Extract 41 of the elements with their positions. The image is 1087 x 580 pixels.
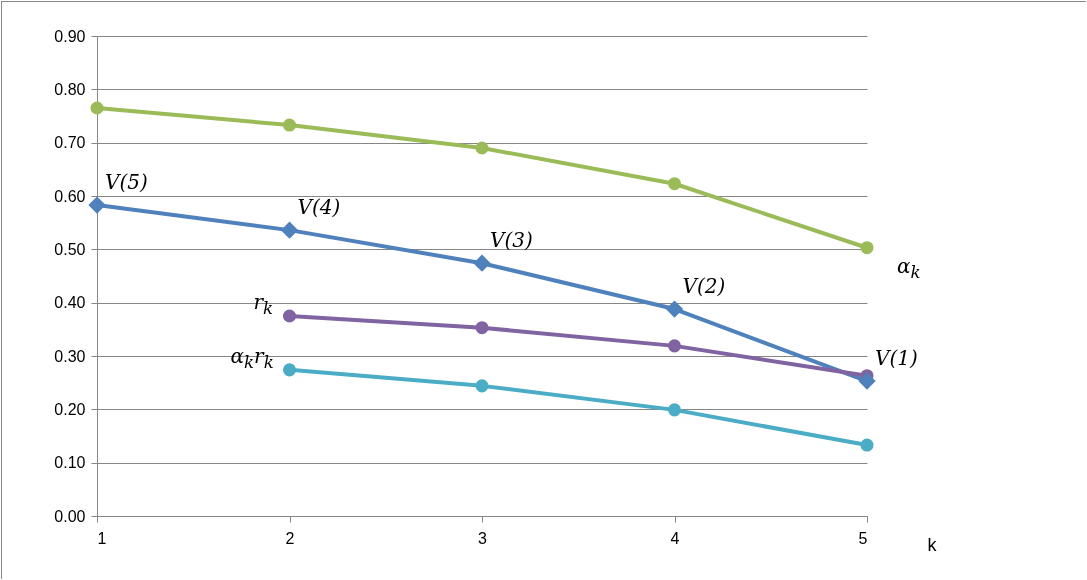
x-tick-label: 2 — [285, 529, 295, 547]
y-tick-label: 0.20 — [54, 400, 86, 418]
y-tick-label: 0.90 — [54, 27, 86, 45]
y-tick-label: 0.70 — [54, 134, 86, 152]
point — [282, 309, 297, 323]
series-label: r$_{k}$ — [253, 290, 274, 318]
point — [860, 241, 874, 255]
annotation: V(2) — [682, 274, 726, 299]
point — [667, 403, 682, 417]
series-label: α$_{k}$r$_{k}$ — [230, 343, 274, 372]
y-tick-label: 0.30 — [54, 347, 86, 365]
x-tick-label: 3 — [478, 529, 488, 547]
y-tick-label: 0.60 — [54, 187, 86, 205]
y-tick-label: 0.50 — [54, 240, 86, 258]
point — [475, 379, 489, 393]
y-tick-label: 0.00 — [54, 507, 86, 525]
point — [667, 177, 682, 191]
point — [667, 339, 682, 353]
annotation: V(5) — [105, 170, 148, 195]
y-tick-label: 0.80 — [54, 80, 86, 98]
y-tick-label: 0.40 — [54, 294, 86, 312]
x-tick-label: 4 — [670, 529, 680, 547]
point — [90, 101, 104, 115]
point — [858, 372, 876, 390]
y-tick-label: 0.10 — [54, 454, 86, 472]
annotation: V(3) — [490, 228, 533, 253]
annotation: V(4) — [297, 195, 341, 220]
series-label: α$_{k}$ — [897, 253, 921, 282]
annotation: V(1) — [875, 346, 918, 371]
x-axis-title: k — [927, 534, 938, 555]
point — [475, 141, 489, 155]
point — [665, 300, 684, 318]
point — [282, 363, 297, 377]
x-tick-label: 5 — [858, 529, 868, 547]
x-tick-label: 1 — [97, 529, 107, 547]
point — [280, 221, 299, 239]
point — [475, 321, 489, 335]
point — [473, 254, 491, 272]
point — [860, 438, 874, 452]
point — [88, 196, 106, 214]
point — [282, 118, 297, 132]
